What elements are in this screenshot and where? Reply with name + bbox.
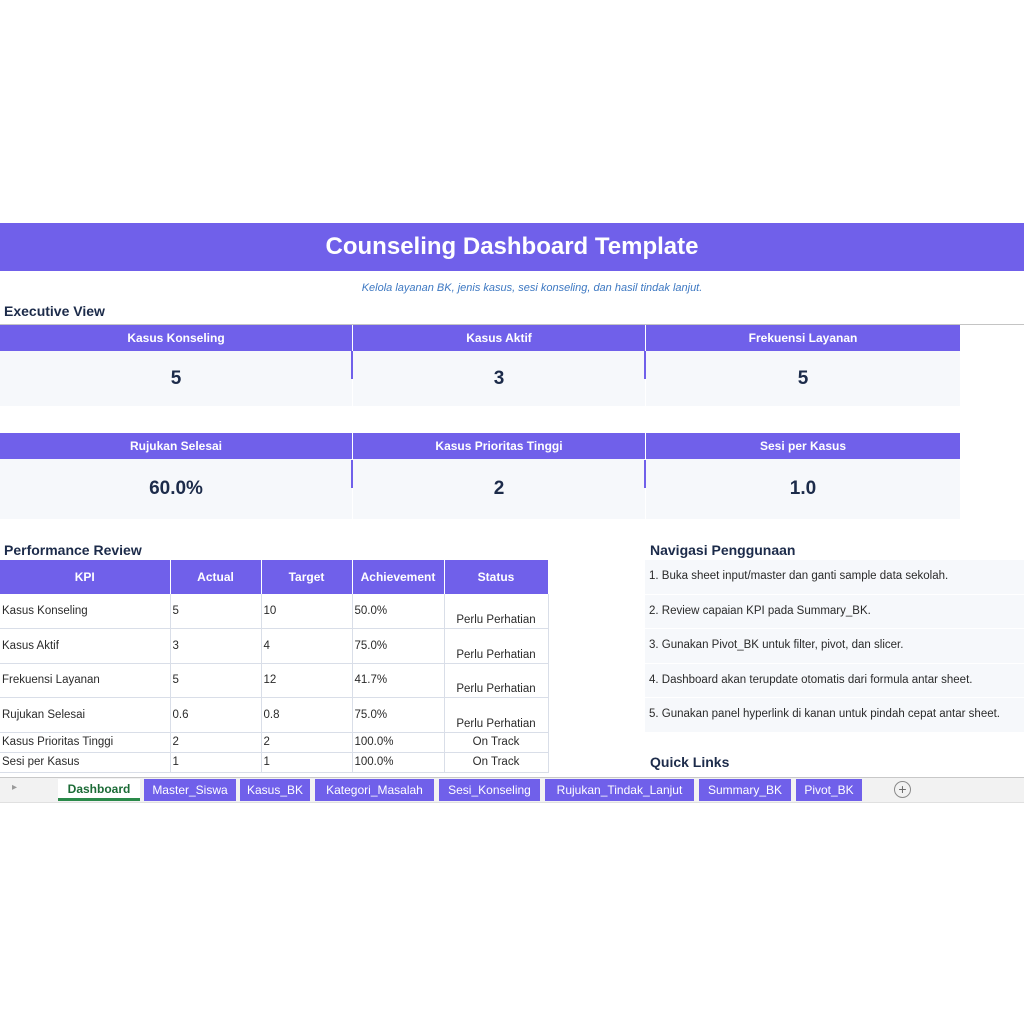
cell-actual[interactable]: 5	[170, 663, 262, 698]
cell-actual[interactable]: 2	[170, 732, 262, 753]
cell-target[interactable]: 10	[261, 594, 353, 629]
tab-rujukan-tindak-lanjut[interactable]: Rujukan_Tindak_Lanjut	[545, 779, 694, 801]
card-separator	[351, 460, 353, 488]
table-row: Kasus Aktif 3 4 75.0% Perlu Perhatian	[0, 628, 549, 664]
navigation-item[interactable]: 5. Gunakan panel hyperlink di kanan untu…	[645, 698, 1024, 733]
cell-target[interactable]: 12	[261, 663, 353, 698]
card-separator	[351, 351, 353, 379]
cell-achievement[interactable]: 100.0%	[352, 732, 445, 753]
scroll-tabs-left-icon[interactable]: ▸	[12, 782, 18, 793]
kpi-card-label: Kasus Konseling	[0, 325, 352, 351]
section-divider	[0, 324, 1024, 325]
cell-kpi[interactable]: Frekuensi Layanan	[0, 663, 171, 698]
kpi-card-value: 3	[353, 351, 645, 406]
cell-status[interactable]: Perlu Perhatian	[444, 628, 549, 664]
kpi-card-kasus-aktif[interactable]: Kasus Aktif 3	[353, 325, 645, 406]
kpi-card-value: 5	[646, 351, 960, 406]
kpi-card-value: 60.0%	[0, 459, 352, 519]
kpi-card-sesi-per-kasus[interactable]: Sesi per Kasus 1.0	[646, 433, 960, 519]
kpi-card-label: Kasus Prioritas Tinggi	[353, 433, 645, 459]
cell-target[interactable]: 1	[261, 752, 353, 773]
kpi-card-kasus-prioritas-tinggi[interactable]: Kasus Prioritas Tinggi 2	[353, 433, 645, 519]
tab-summary-bk[interactable]: Summary_BK	[699, 779, 791, 801]
table-row: Frekuensi Layanan 5 12 41.7% Perlu Perha…	[0, 663, 549, 698]
cell-target[interactable]: 0.8	[261, 697, 353, 733]
dashboard-title: Counseling Dashboard Template	[0, 223, 1024, 271]
cell-status[interactable]: Perlu Perhatian	[444, 594, 549, 629]
kpi-card-label: Frekuensi Layanan	[646, 325, 960, 351]
table-header-row: KPI Actual Target Achievement Status	[0, 560, 549, 594]
card-separator	[644, 460, 646, 488]
cell-kpi[interactable]: Rujukan Selesai	[0, 697, 171, 733]
table-row: Kasus Konseling 5 10 50.0% Perlu Perhati…	[0, 594, 549, 629]
cell-actual[interactable]: 3	[170, 628, 262, 664]
cell-achievement[interactable]: 75.0%	[352, 628, 445, 664]
performance-review-heading: Performance Review	[4, 542, 142, 558]
kpi-card-value: 2	[353, 459, 645, 519]
cell-achievement[interactable]: 75.0%	[352, 697, 445, 733]
tab-kasus-bk[interactable]: Kasus_BK	[240, 779, 310, 801]
kpi-card-value: 1.0	[646, 459, 960, 519]
cell-achievement[interactable]: 41.7%	[352, 663, 445, 698]
column-header-achievement[interactable]: Achievement	[352, 560, 445, 594]
cell-target[interactable]: 2	[261, 732, 353, 753]
cell-status[interactable]: Perlu Perhatian	[444, 697, 549, 733]
navigation-item[interactable]: 2. Review capaian KPI pada Summary_BK.	[645, 594, 1024, 629]
executive-view-heading: Executive View	[4, 303, 105, 319]
column-header-status[interactable]: Status	[444, 560, 549, 594]
cell-actual[interactable]: 0.6	[170, 697, 262, 733]
column-header-actual[interactable]: Actual	[170, 560, 262, 594]
cell-kpi[interactable]: Kasus Prioritas Tinggi	[0, 732, 171, 753]
tab-master-siswa[interactable]: Master_Siswa	[144, 779, 236, 801]
tab-pivot-bk[interactable]: Pivot_BK	[796, 779, 862, 801]
kpi-card-value: 5	[0, 351, 352, 406]
table-row: Sesi per Kasus 1 1 100.0% On Track	[0, 752, 549, 773]
navigation-item[interactable]: 3. Gunakan Pivot_BK untuk filter, pivot,…	[645, 629, 1024, 664]
performance-table: KPI Actual Target Achievement Status Kas…	[0, 560, 549, 773]
cell-target[interactable]: 4	[261, 628, 353, 664]
tab-kategori-masalah[interactable]: Kategori_Masalah	[315, 779, 434, 801]
card-separator	[644, 351, 646, 379]
navigation-item[interactable]: 4. Dashboard akan terupdate otomatis dar…	[645, 663, 1024, 698]
add-sheet-icon[interactable]: +	[894, 781, 911, 798]
cell-kpi[interactable]: Sesi per Kasus	[0, 752, 171, 773]
kpi-card-frekuensi-layanan[interactable]: Frekuensi Layanan 5	[646, 325, 960, 406]
kpi-card-kasus-konseling[interactable]: Kasus Konseling 5	[0, 325, 352, 406]
cell-actual[interactable]: 5	[170, 594, 262, 629]
navigation-item[interactable]: 1. Buka sheet input/master dan ganti sam…	[645, 560, 1024, 595]
column-header-target[interactable]: Target	[261, 560, 353, 594]
cell-actual[interactable]: 1	[170, 752, 262, 773]
cell-status[interactable]: On Track	[444, 752, 549, 773]
kpi-card-label: Sesi per Kasus	[646, 433, 960, 459]
kpi-card-label: Kasus Aktif	[353, 325, 645, 351]
table-row: Rujukan Selesai 0.6 0.8 75.0% Perlu Perh…	[0, 697, 549, 733]
quick-links-heading: Quick Links	[650, 754, 730, 770]
tab-sesi-konseling[interactable]: Sesi_Konseling	[439, 779, 540, 801]
table-row: Kasus Prioritas Tinggi 2 2 100.0% On Tra…	[0, 732, 549, 753]
tab-dashboard[interactable]: Dashboard	[58, 779, 140, 801]
navigation-heading: Navigasi Penggunaan	[650, 542, 796, 558]
cell-achievement[interactable]: 50.0%	[352, 594, 445, 629]
cell-status[interactable]: Perlu Perhatian	[444, 663, 549, 698]
navigation-panel: 1. Buka sheet input/master dan ganti sam…	[645, 560, 1024, 733]
dashboard-subtitle: Kelola layanan BK, jenis kasus, sesi kon…	[361, 282, 703, 294]
cell-status[interactable]: On Track	[444, 732, 549, 753]
cell-achievement[interactable]: 100.0%	[352, 752, 445, 773]
cell-kpi[interactable]: Kasus Aktif	[0, 628, 171, 664]
kpi-card-rujukan-selesai[interactable]: Rujukan Selesai 60.0%	[0, 433, 352, 519]
cell-kpi[interactable]: Kasus Konseling	[0, 594, 171, 629]
column-header-kpi[interactable]: KPI	[0, 560, 171, 594]
sheet-tab-bar: ▸ Dashboard Master_Siswa Kasus_BK Katego…	[0, 777, 1024, 803]
kpi-card-label: Rujukan Selesai	[0, 433, 352, 459]
